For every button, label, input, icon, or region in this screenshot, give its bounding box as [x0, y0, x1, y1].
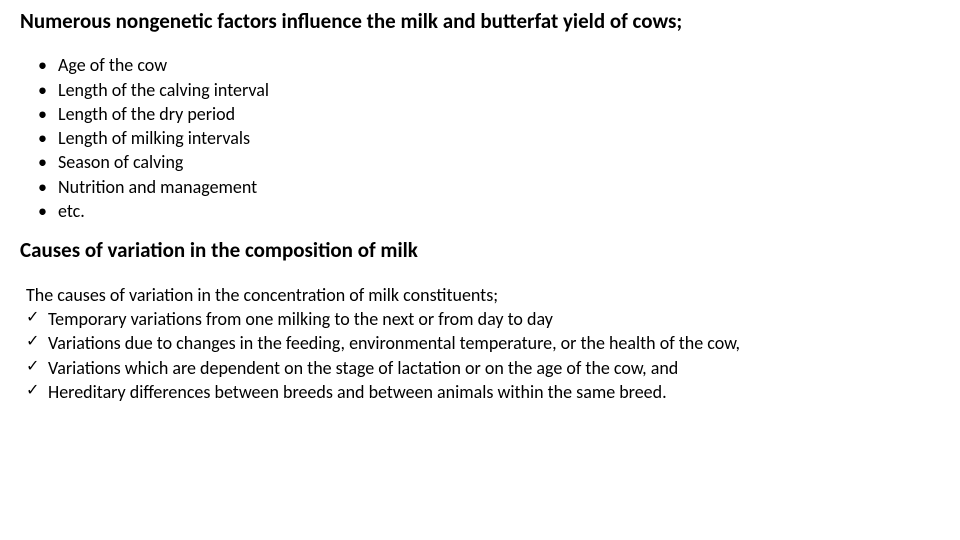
list-item: Nutrition and management — [38, 175, 940, 199]
check-list-causes: Temporary variations from one milking to… — [20, 307, 940, 404]
list-item: etc. — [38, 199, 940, 223]
list-item: Hereditary differences between breeds an… — [26, 380, 940, 404]
list-item: Variations due to changes in the feeding… — [26, 331, 940, 355]
heading-causes-variation: Causes of variation in the composition o… — [20, 237, 940, 264]
list-item: Length of milking intervals — [38, 126, 940, 150]
list-item: Temporary variations from one milking to… — [26, 307, 940, 331]
list-item: Age of the cow — [38, 53, 940, 77]
list-item: Season of calving — [38, 150, 940, 174]
intro-line: The causes of variation in the concentra… — [20, 283, 940, 307]
heading-nongenetic-factors: Numerous nongenetic factors influence th… — [20, 8, 940, 35]
list-item: Length of the calving interval — [38, 78, 940, 102]
list-item: Length of the dry period — [38, 102, 940, 126]
slide-container: Numerous nongenetic factors influence th… — [0, 0, 960, 540]
list-item: Variations which are dependent on the st… — [26, 356, 940, 380]
bullet-list-factors: Age of the cow Length of the calving int… — [20, 53, 940, 223]
